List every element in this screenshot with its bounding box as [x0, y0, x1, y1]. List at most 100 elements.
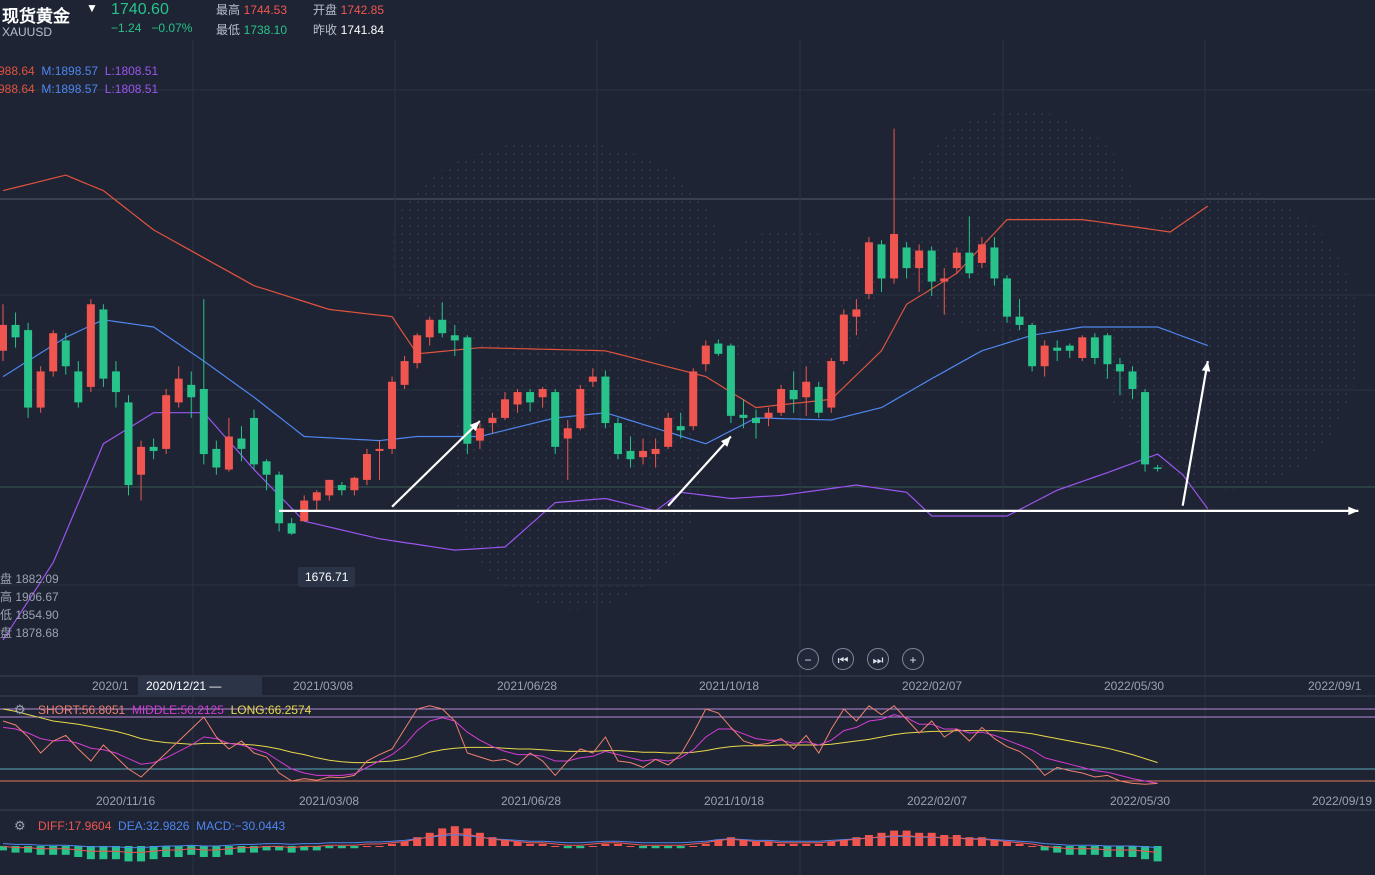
arrow-head — [720, 436, 731, 447]
macd-bar — [1065, 846, 1074, 855]
prev-close-value: 1741.84 — [340, 23, 385, 37]
gear-icon[interactable]: ⚙ — [14, 818, 26, 833]
macd-bar — [212, 846, 221, 857]
xaxis-tick-label: 2021/03/08 — [299, 794, 359, 808]
candle-body — [764, 412, 773, 418]
candle-body — [890, 234, 899, 279]
symbol-name[interactable]: 现货黄金 — [2, 7, 70, 26]
candle-body — [287, 523, 296, 534]
candle-body — [1090, 337, 1099, 358]
macd-bar — [852, 837, 861, 846]
step-forward-icon[interactable]: ⏭ — [867, 648, 889, 670]
map-texture — [390, 140, 720, 360]
candle-body — [224, 436, 233, 470]
macd-bar — [714, 839, 723, 846]
candle-body — [124, 402, 133, 486]
candle-body — [915, 250, 924, 269]
indicator1-legend: SHORT:56.8051 MIDDLE:50.2125 LONG:66.257… — [38, 703, 311, 717]
macd-bar — [11, 846, 20, 853]
macd-bar — [450, 826, 459, 846]
xaxis-tick-label: 2020/1 — [92, 679, 129, 693]
macd-bar — [827, 841, 836, 846]
macd-bar — [99, 846, 108, 860]
macd-bar — [350, 846, 359, 849]
candle-body — [777, 388, 786, 413]
zoom-in-icon[interactable]: + — [902, 648, 924, 670]
macd-bar — [413, 837, 422, 846]
zoom-out-icon[interactable]: − — [797, 648, 819, 670]
candle-body — [199, 388, 208, 455]
macd-bar — [902, 830, 911, 846]
xaxis-tick-label: 2021/06/28 — [497, 679, 557, 693]
macd-bar — [1028, 846, 1037, 847]
macd-bar — [752, 841, 760, 846]
chevron-down-icon[interactable]: ▼ — [86, 1, 98, 15]
xaxis-tick-label: 2021/10/18 — [704, 794, 764, 808]
candle-body — [965, 252, 974, 274]
candle-body — [1028, 324, 1037, 367]
macd-bar — [400, 841, 409, 846]
map-texture — [450, 330, 700, 610]
macd-bar — [250, 846, 258, 853]
prev-close-stat: 昨收 1741.84 — [313, 21, 384, 38]
candle-body — [613, 423, 622, 455]
candle-body — [526, 392, 535, 403]
macd-bar — [325, 846, 334, 849]
macd-bar — [877, 832, 886, 846]
macd-bar — [425, 832, 434, 846]
high-stat: 最高 1744.53 — [216, 1, 287, 18]
low-stat: 最低 1738.10 — [216, 21, 287, 38]
candle-body — [626, 450, 635, 460]
change-percent: −0.07% — [151, 21, 193, 35]
macd-bar — [362, 846, 371, 847]
prev-close-label: 昨收 — [313, 23, 338, 37]
annotation-arrow — [667, 435, 732, 507]
macd-bar — [576, 846, 585, 849]
macd-bar — [513, 841, 522, 846]
macd-bar — [300, 846, 309, 851]
candle-body — [877, 244, 886, 279]
boll-lower-value: L:1808.51 — [104, 64, 159, 78]
macd-bar — [1153, 846, 1162, 862]
candle-body — [137, 446, 146, 475]
candle-body — [262, 461, 271, 475]
candle-body — [1015, 316, 1024, 325]
candle-body — [802, 381, 811, 398]
gear-icon[interactable]: ⚙ — [14, 702, 26, 717]
diff-line — [2, 832, 1158, 853]
dea-value: DEA:32.9826 — [118, 819, 190, 833]
macd-bar — [551, 846, 560, 847]
macd-bar — [814, 843, 823, 846]
macd-bar — [538, 843, 547, 846]
xaxis-tick-label: 2022/09/19 — [1312, 794, 1372, 808]
candle-body — [501, 399, 509, 418]
macd-bar — [676, 846, 685, 849]
candle-body — [0, 324, 7, 351]
boll-upper-line — [2, 174, 1209, 409]
candle-body — [1103, 335, 1112, 365]
candle-body — [563, 428, 572, 439]
arrow-head — [1348, 506, 1359, 516]
step-back-icon[interactable]: ⏮ — [832, 648, 854, 670]
candle-body — [1115, 364, 1124, 372]
crosshair-date-text: 2020/12/21 — [146, 679, 207, 693]
macd-bar — [24, 846, 33, 853]
macd-bar — [1003, 841, 1011, 846]
macd-bar — [952, 835, 961, 846]
candle-body — [187, 384, 196, 398]
candle-body — [1141, 392, 1150, 465]
candle-body — [362, 454, 371, 480]
candle-body — [74, 371, 83, 403]
macd-bar — [789, 843, 798, 846]
candle-body — [325, 479, 334, 496]
candle-body — [162, 395, 171, 449]
candle-body — [337, 485, 346, 491]
candle-body — [952, 252, 961, 269]
macd-bar — [1015, 843, 1024, 846]
open-stat: 开盘 1742.85 — [313, 1, 384, 18]
long-line — [2, 708, 1158, 764]
candle-body — [601, 376, 610, 424]
xaxis-tick-label: 2022/09/1 — [1308, 679, 1362, 693]
candle-body — [827, 361, 836, 408]
